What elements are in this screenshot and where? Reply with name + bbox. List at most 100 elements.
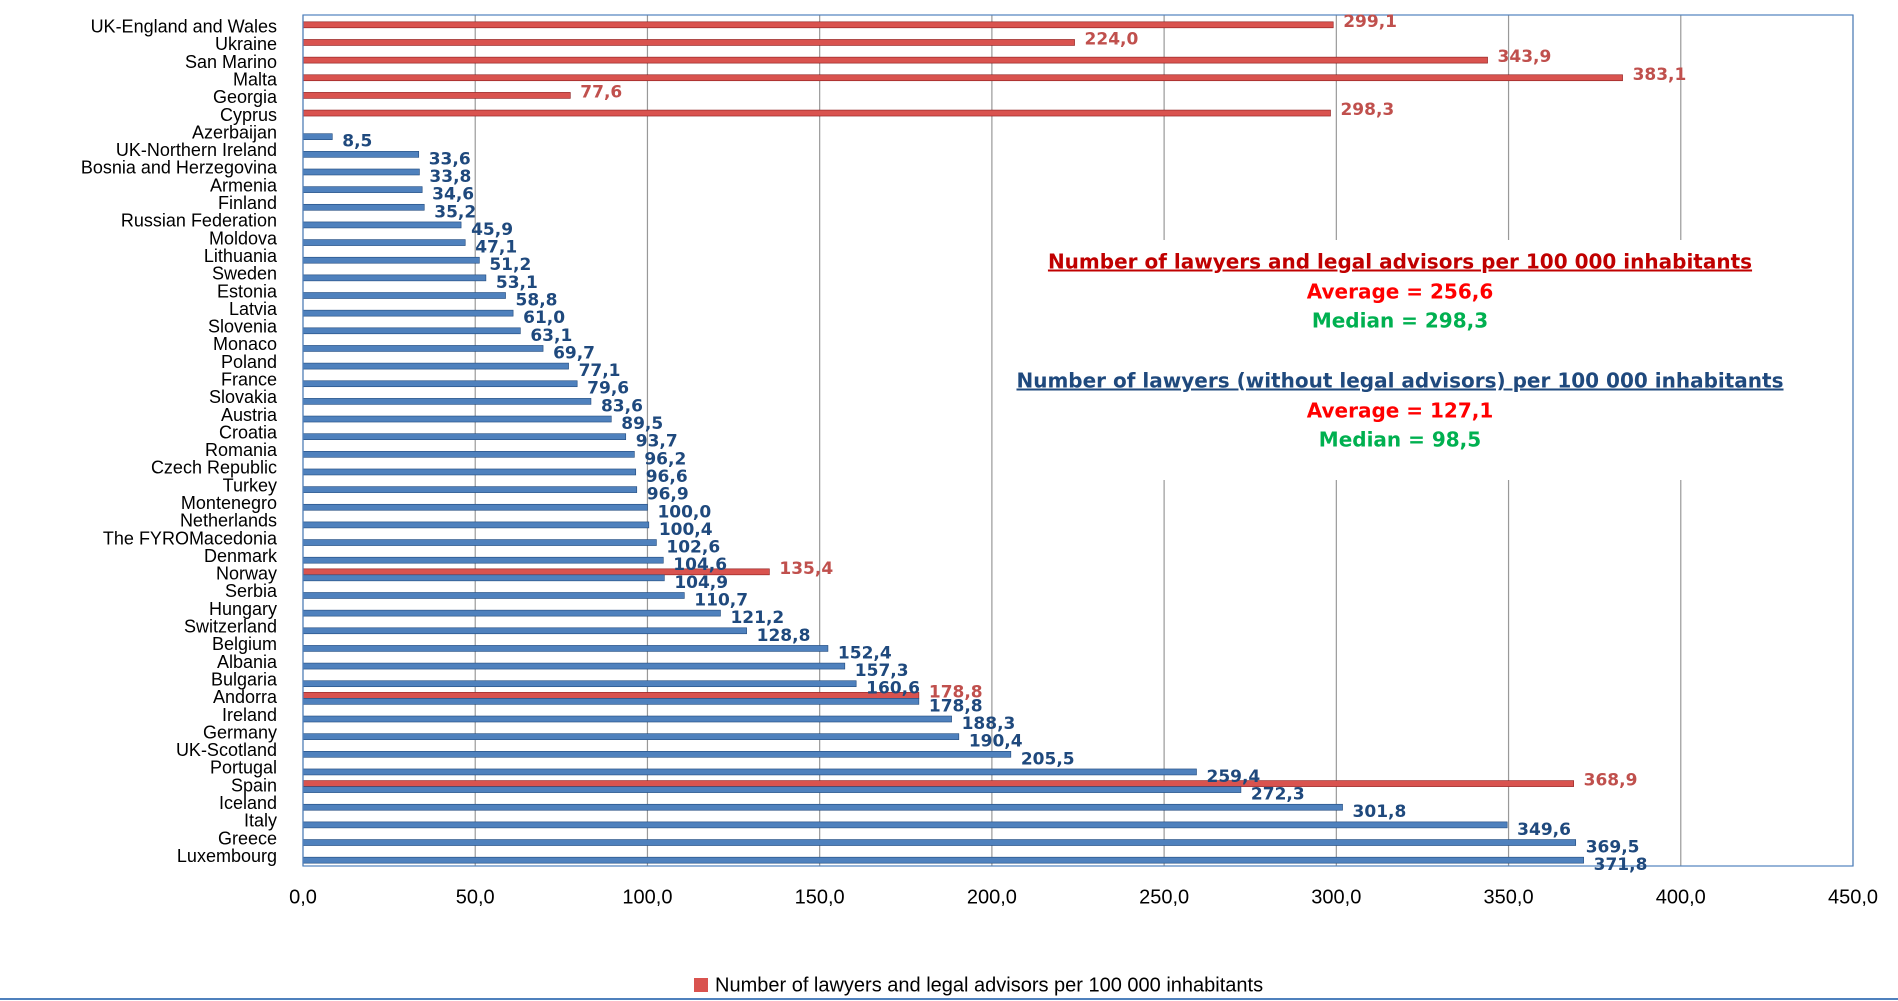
bar <box>302 433 627 440</box>
value-label: 77,1 <box>579 361 621 381</box>
bar <box>302 680 857 688</box>
value-label: 61,0 <box>523 308 565 328</box>
bar <box>302 574 665 582</box>
y-tick-label: Portugal <box>210 758 277 778</box>
y-tick-label: The FYROMacedonia <box>103 528 278 548</box>
legend-swatch <box>694 978 708 992</box>
value-label: 51,2 <box>489 255 531 275</box>
bar <box>302 74 1623 82</box>
y-tick-label: Sweden <box>212 264 277 284</box>
value-label: 104,9 <box>674 573 728 593</box>
y-tick-label: Lithuania <box>204 246 278 266</box>
y-tick-label: Poland <box>221 352 277 372</box>
y-tick-label: Latvia <box>229 299 278 319</box>
value-label: 96,6 <box>646 467 688 487</box>
value-label: 128,8 <box>757 626 811 646</box>
y-tick-label: UK-England and Wales <box>91 17 277 37</box>
bar <box>302 662 846 670</box>
y-tick-label: Moldova <box>209 228 278 248</box>
bar <box>302 698 920 705</box>
x-tick-label: 200,0 <box>967 886 1017 908</box>
y-tick-label: Turkey <box>223 475 277 495</box>
y-tick-label: UK-Northern Ireland <box>116 140 277 160</box>
value-label: 301,8 <box>1353 802 1407 822</box>
bar <box>302 380 578 388</box>
bar <box>302 109 1331 117</box>
y-tick-label: Estonia <box>217 281 278 301</box>
y-tick-label: Italy <box>244 811 277 831</box>
bar <box>302 345 544 352</box>
x-tick-label: 250,0 <box>1139 886 1189 908</box>
value-label: 100,4 <box>659 520 713 540</box>
value-label: 369,5 <box>1586 838 1640 858</box>
bar <box>302 151 420 158</box>
bar <box>302 521 650 529</box>
value-label: 69,7 <box>553 343 595 363</box>
x-tick-label: 150,0 <box>795 886 845 908</box>
bar <box>302 92 571 99</box>
value-label: 104,6 <box>673 555 727 575</box>
annotation: Average = 256,6 <box>1307 280 1494 304</box>
annotation: Average = 127,1 <box>1307 399 1494 423</box>
value-label: 298,3 <box>1340 100 1394 120</box>
value-label: 299,1 <box>1343 12 1397 32</box>
bar <box>302 856 1584 864</box>
y-tick-label: Netherlands <box>180 511 277 531</box>
annotation-box <box>1000 240 1820 480</box>
y-tick-label: San Marino <box>185 52 277 72</box>
y-tick-label: UK-Scotland <box>176 740 277 760</box>
value-label: 63,1 <box>530 326 572 346</box>
bar <box>302 692 920 699</box>
bar <box>302 503 648 511</box>
y-tick-label: Hungary <box>209 599 277 619</box>
bar <box>302 751 1012 758</box>
bar <box>302 451 635 458</box>
annotation: Median = 98,5 <box>1319 428 1481 452</box>
bar <box>302 821 1508 829</box>
annotation-heading: Number of lawyers (without legal advisor… <box>1016 369 1783 393</box>
bar <box>302 415 612 423</box>
y-tick-label: France <box>221 369 277 389</box>
bar <box>302 768 1197 776</box>
y-tick-label: Luxembourg <box>177 846 277 866</box>
bar <box>302 133 333 140</box>
value-label: 96,9 <box>647 485 689 505</box>
y-tick-label: Slovenia <box>208 317 278 337</box>
y-tick-label: Spain <box>231 775 277 795</box>
value-label: 259,4 <box>1206 767 1260 787</box>
y-tick-label: Iceland <box>219 793 277 813</box>
y-tick-label: Georgia <box>213 87 278 107</box>
x-tick-label: 450,0 <box>1828 886 1878 908</box>
bar <box>302 645 829 652</box>
value-label: 178,8 <box>929 682 983 702</box>
value-label: 83,6 <box>601 396 643 416</box>
bar <box>302 327 521 335</box>
bar <box>302 803 1343 811</box>
bar <box>302 168 420 176</box>
bar <box>302 398 592 405</box>
value-label: 205,5 <box>1021 749 1075 769</box>
bar <box>302 309 514 317</box>
y-tick-label: Bosnia and Herzegovina <box>81 158 278 178</box>
y-tick-label: Serbia <box>225 581 278 601</box>
bar <box>302 239 466 246</box>
value-label: 371,8 <box>1594 855 1648 875</box>
y-tick-label: Romania <box>205 440 278 460</box>
y-tick-label: Switzerland <box>184 617 277 637</box>
value-label: 135,4 <box>779 559 833 579</box>
legend-label: Number of lawyers and legal advisors per… <box>715 974 1263 996</box>
value-label: 53,1 <box>496 273 538 293</box>
x-tick-label: 50,0 <box>456 886 495 908</box>
value-label: 93,7 <box>636 432 678 452</box>
value-label: 102,6 <box>666 538 720 558</box>
x-tick-label: 400,0 <box>1656 886 1706 908</box>
bar <box>302 292 506 299</box>
value-label: 35,2 <box>434 202 476 222</box>
x-tick-label: 0,0 <box>289 886 317 908</box>
y-tick-label: Azerbaijan <box>192 122 277 142</box>
bar <box>302 203 425 211</box>
value-label: 79,6 <box>587 379 629 399</box>
value-label: 96,2 <box>644 449 686 469</box>
bar <box>302 786 1242 793</box>
